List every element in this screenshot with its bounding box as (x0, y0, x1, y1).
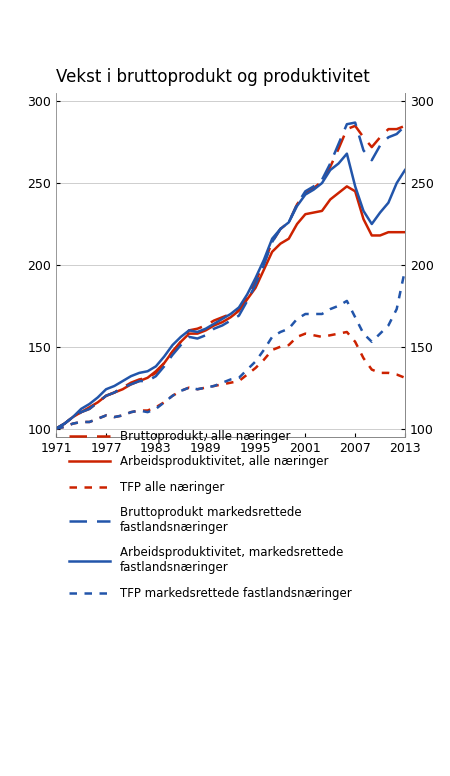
Text: Vekst i bruttoprodukt og produktivitet: Vekst i bruttoprodukt og produktivitet (56, 68, 370, 86)
Legend: Bruttoprodukt, alle næringer, Arbeidsproduktivitet, alle næringer, TFP alle næri: Bruttoprodukt, alle næringer, Arbeidspro… (69, 430, 351, 600)
